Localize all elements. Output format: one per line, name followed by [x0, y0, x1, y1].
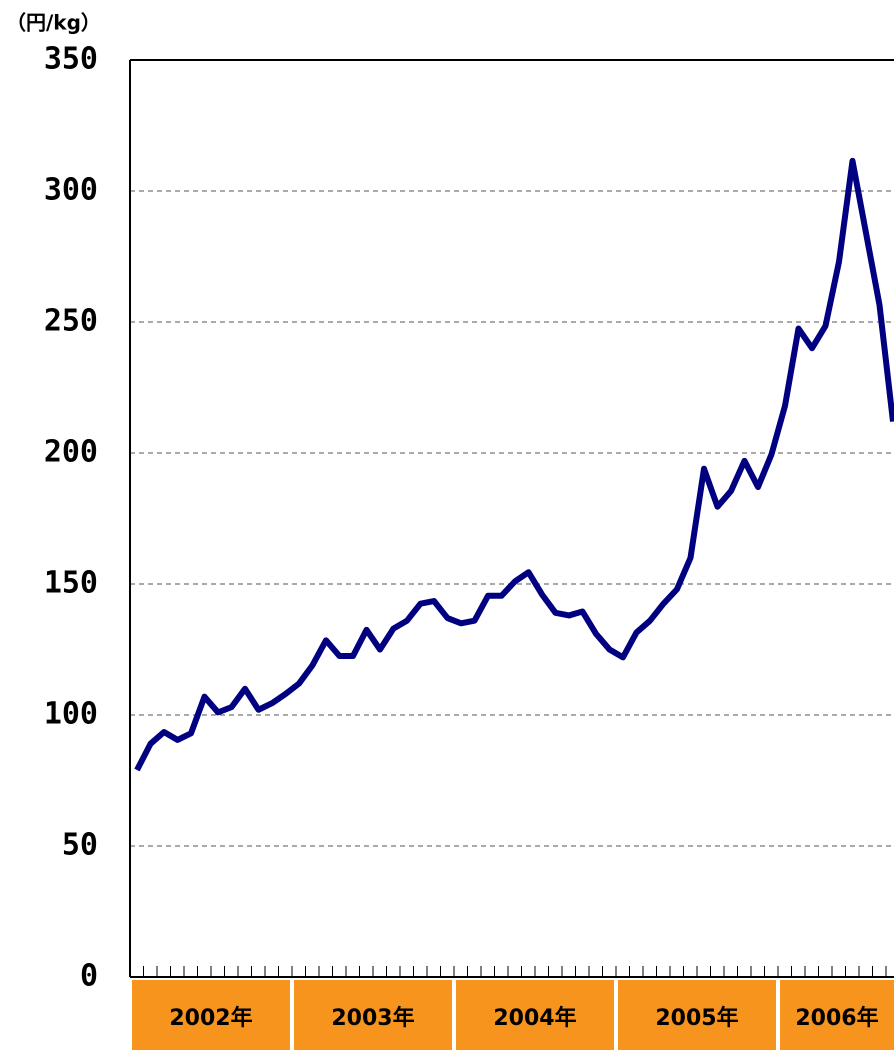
y-tick-label: 250 [44, 304, 98, 339]
y-tick-label: 300 [44, 173, 98, 208]
y-tick-label: 50 [62, 828, 98, 863]
y-tick-label: 0 [80, 959, 98, 994]
line [134, 157, 894, 772]
year-label: 2004年 [493, 1005, 576, 1031]
year-box [780, 980, 894, 1050]
year-label: 2006年 [795, 1005, 878, 1031]
y-tick-label: 350 [44, 42, 98, 77]
year-box [132, 980, 290, 1050]
year-box [294, 980, 452, 1050]
year-label: 2002年 [169, 1005, 252, 1031]
year-box [456, 980, 614, 1050]
year-label: 2003年 [331, 1005, 414, 1031]
year-box [618, 980, 776, 1050]
year-label: 2005年 [655, 1005, 738, 1031]
unit-label: （円/kg） [6, 11, 101, 35]
y-tick-label: 150 [44, 566, 98, 601]
y-tick-label: 100 [44, 697, 98, 732]
y-tick-label: 200 [44, 435, 98, 470]
